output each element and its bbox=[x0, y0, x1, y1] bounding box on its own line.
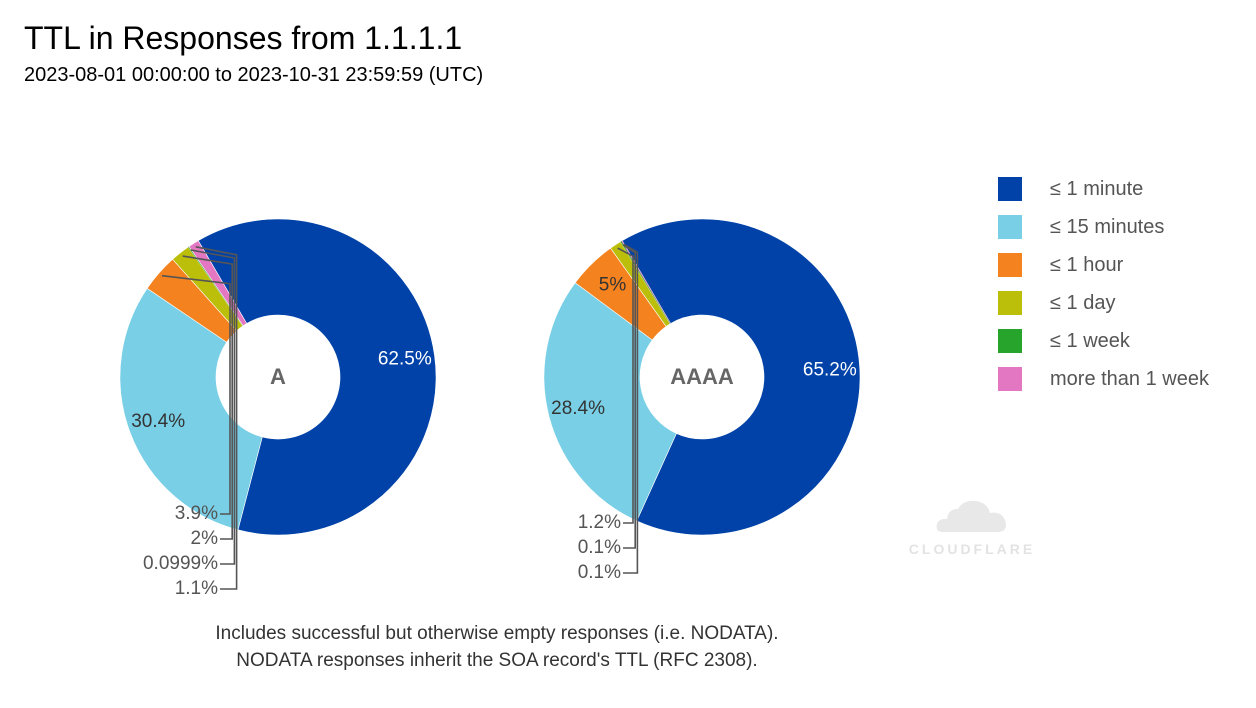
slice-label: 2% bbox=[191, 528, 219, 549]
pie-slice[interactable] bbox=[621, 218, 861, 536]
legend-item[interactable]: ≤ 1 week bbox=[998, 322, 1209, 360]
cloud-icon bbox=[936, 500, 1006, 532]
footnote-line-1: Includes successful but otherwise empty … bbox=[215, 623, 779, 644]
legend-label: ≤ 1 minute bbox=[1050, 177, 1144, 200]
donut-center-label: A bbox=[270, 364, 286, 389]
watermark-text: CLOUDFLARE bbox=[908, 541, 1036, 557]
slice-label: 3.9% bbox=[175, 503, 218, 524]
legend-label: ≤ 1 hour bbox=[1050, 253, 1124, 276]
legend-label: ≤ 1 week bbox=[1050, 329, 1130, 352]
slice-label: 65.2% bbox=[803, 359, 857, 380]
legend-label: ≤ 15 minutes bbox=[1050, 215, 1165, 238]
callout-line bbox=[161, 274, 231, 515]
donut-charts: 62.5% 30.4% 3.9% 2% 0.0999% 1.1% A 65.2% 28.4% 5%… bbox=[119, 218, 861, 599]
legend-swatch bbox=[998, 253, 1022, 277]
chart-title: TTL in Responses from 1.1.1.1 bbox=[24, 20, 463, 56]
donut-center-label: AAAA bbox=[670, 364, 734, 389]
callout-line bbox=[195, 246, 238, 590]
pie-slice[interactable] bbox=[543, 282, 677, 522]
legend: ≤ 1 minute ≤ 15 minutes ≤ 1 hour ≤ 1 day… bbox=[998, 170, 1209, 398]
legend-label: ≤ 1 day bbox=[1050, 291, 1116, 314]
legend-item[interactable]: ≤ 15 minutes bbox=[998, 208, 1209, 246]
legend-swatch bbox=[998, 291, 1022, 315]
slice-label: 1.2% bbox=[578, 512, 621, 533]
slice-label: 62.5% bbox=[378, 349, 432, 370]
slice-label: 30.4% bbox=[131, 411, 185, 432]
chart-subtitle: 2023-08-01 00:00:00 to 2023-10-31 23:59:… bbox=[24, 64, 484, 86]
legend-swatch bbox=[998, 367, 1022, 391]
footnote-line-2: NODATA responses inherit the SOA record'… bbox=[236, 650, 758, 671]
callout-line bbox=[617, 247, 634, 524]
legend-item[interactable]: ≤ 1 hour bbox=[998, 246, 1209, 284]
cloudflare-watermark: CLOUDFLARE bbox=[896, 498, 1048, 557]
legend-item[interactable]: more than 1 week bbox=[998, 360, 1209, 398]
footnote: Includes successful but otherwise empty … bbox=[0, 620, 994, 674]
slice-label: 5% bbox=[599, 275, 627, 296]
pie-slice[interactable] bbox=[197, 218, 437, 536]
legend-label: more than 1 week bbox=[1050, 367, 1209, 390]
callout-line bbox=[623, 243, 639, 574]
pie-slice[interactable] bbox=[119, 287, 263, 531]
slice-label: 1.1% bbox=[175, 578, 218, 599]
legend-swatch bbox=[998, 215, 1022, 239]
legend-swatch bbox=[998, 177, 1022, 201]
legend-swatch bbox=[998, 329, 1022, 353]
slice-label: 0.1% bbox=[578, 562, 621, 583]
slice-label: 0.0999% bbox=[143, 553, 218, 574]
legend-item[interactable]: ≤ 1 day bbox=[998, 284, 1209, 322]
pie-slice[interactable] bbox=[610, 241, 671, 327]
slice-label: 0.1% bbox=[578, 537, 621, 558]
callout-line bbox=[622, 244, 637, 549]
slice-label: 28.4% bbox=[551, 398, 605, 419]
callout-line bbox=[190, 249, 236, 565]
callout-line bbox=[182, 255, 233, 540]
legend-item[interactable]: ≤ 1 minute bbox=[998, 170, 1209, 208]
